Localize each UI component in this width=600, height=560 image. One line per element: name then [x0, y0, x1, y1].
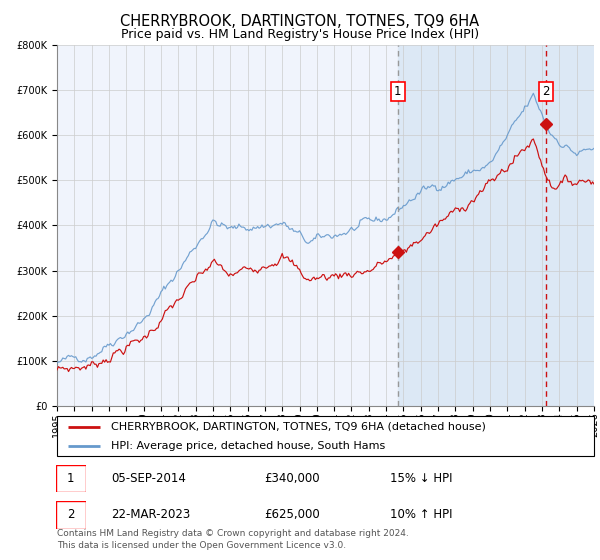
Text: 10% ↑ HPI: 10% ↑ HPI: [390, 508, 452, 521]
Text: Contains HM Land Registry data © Crown copyright and database right 2024.
This d: Contains HM Land Registry data © Crown c…: [57, 529, 409, 550]
Text: CHERRYBROOK, DARTINGTON, TOTNES, TQ9 6HA: CHERRYBROOK, DARTINGTON, TOTNES, TQ9 6HA: [121, 14, 479, 29]
Text: 1: 1: [394, 85, 401, 98]
Text: £625,000: £625,000: [264, 508, 320, 521]
Bar: [546, 45, 594, 406]
Text: HPI: Average price, detached house, South Hams: HPI: Average price, detached house, Sout…: [111, 441, 385, 451]
Bar: [398, 45, 546, 406]
Text: 2: 2: [67, 508, 74, 521]
Text: CHERRYBROOK, DARTINGTON, TOTNES, TQ9 6HA (detached house): CHERRYBROOK, DARTINGTON, TOTNES, TQ9 6HA…: [111, 422, 485, 432]
Text: 1: 1: [67, 472, 74, 485]
Text: Price paid vs. HM Land Registry's House Price Index (HPI): Price paid vs. HM Land Registry's House …: [121, 28, 479, 41]
Text: 22-MAR-2023: 22-MAR-2023: [111, 508, 190, 521]
Text: 15% ↓ HPI: 15% ↓ HPI: [390, 472, 452, 485]
Text: 05-SEP-2014: 05-SEP-2014: [111, 472, 186, 485]
Text: 2: 2: [542, 85, 550, 98]
Text: £340,000: £340,000: [264, 472, 320, 485]
